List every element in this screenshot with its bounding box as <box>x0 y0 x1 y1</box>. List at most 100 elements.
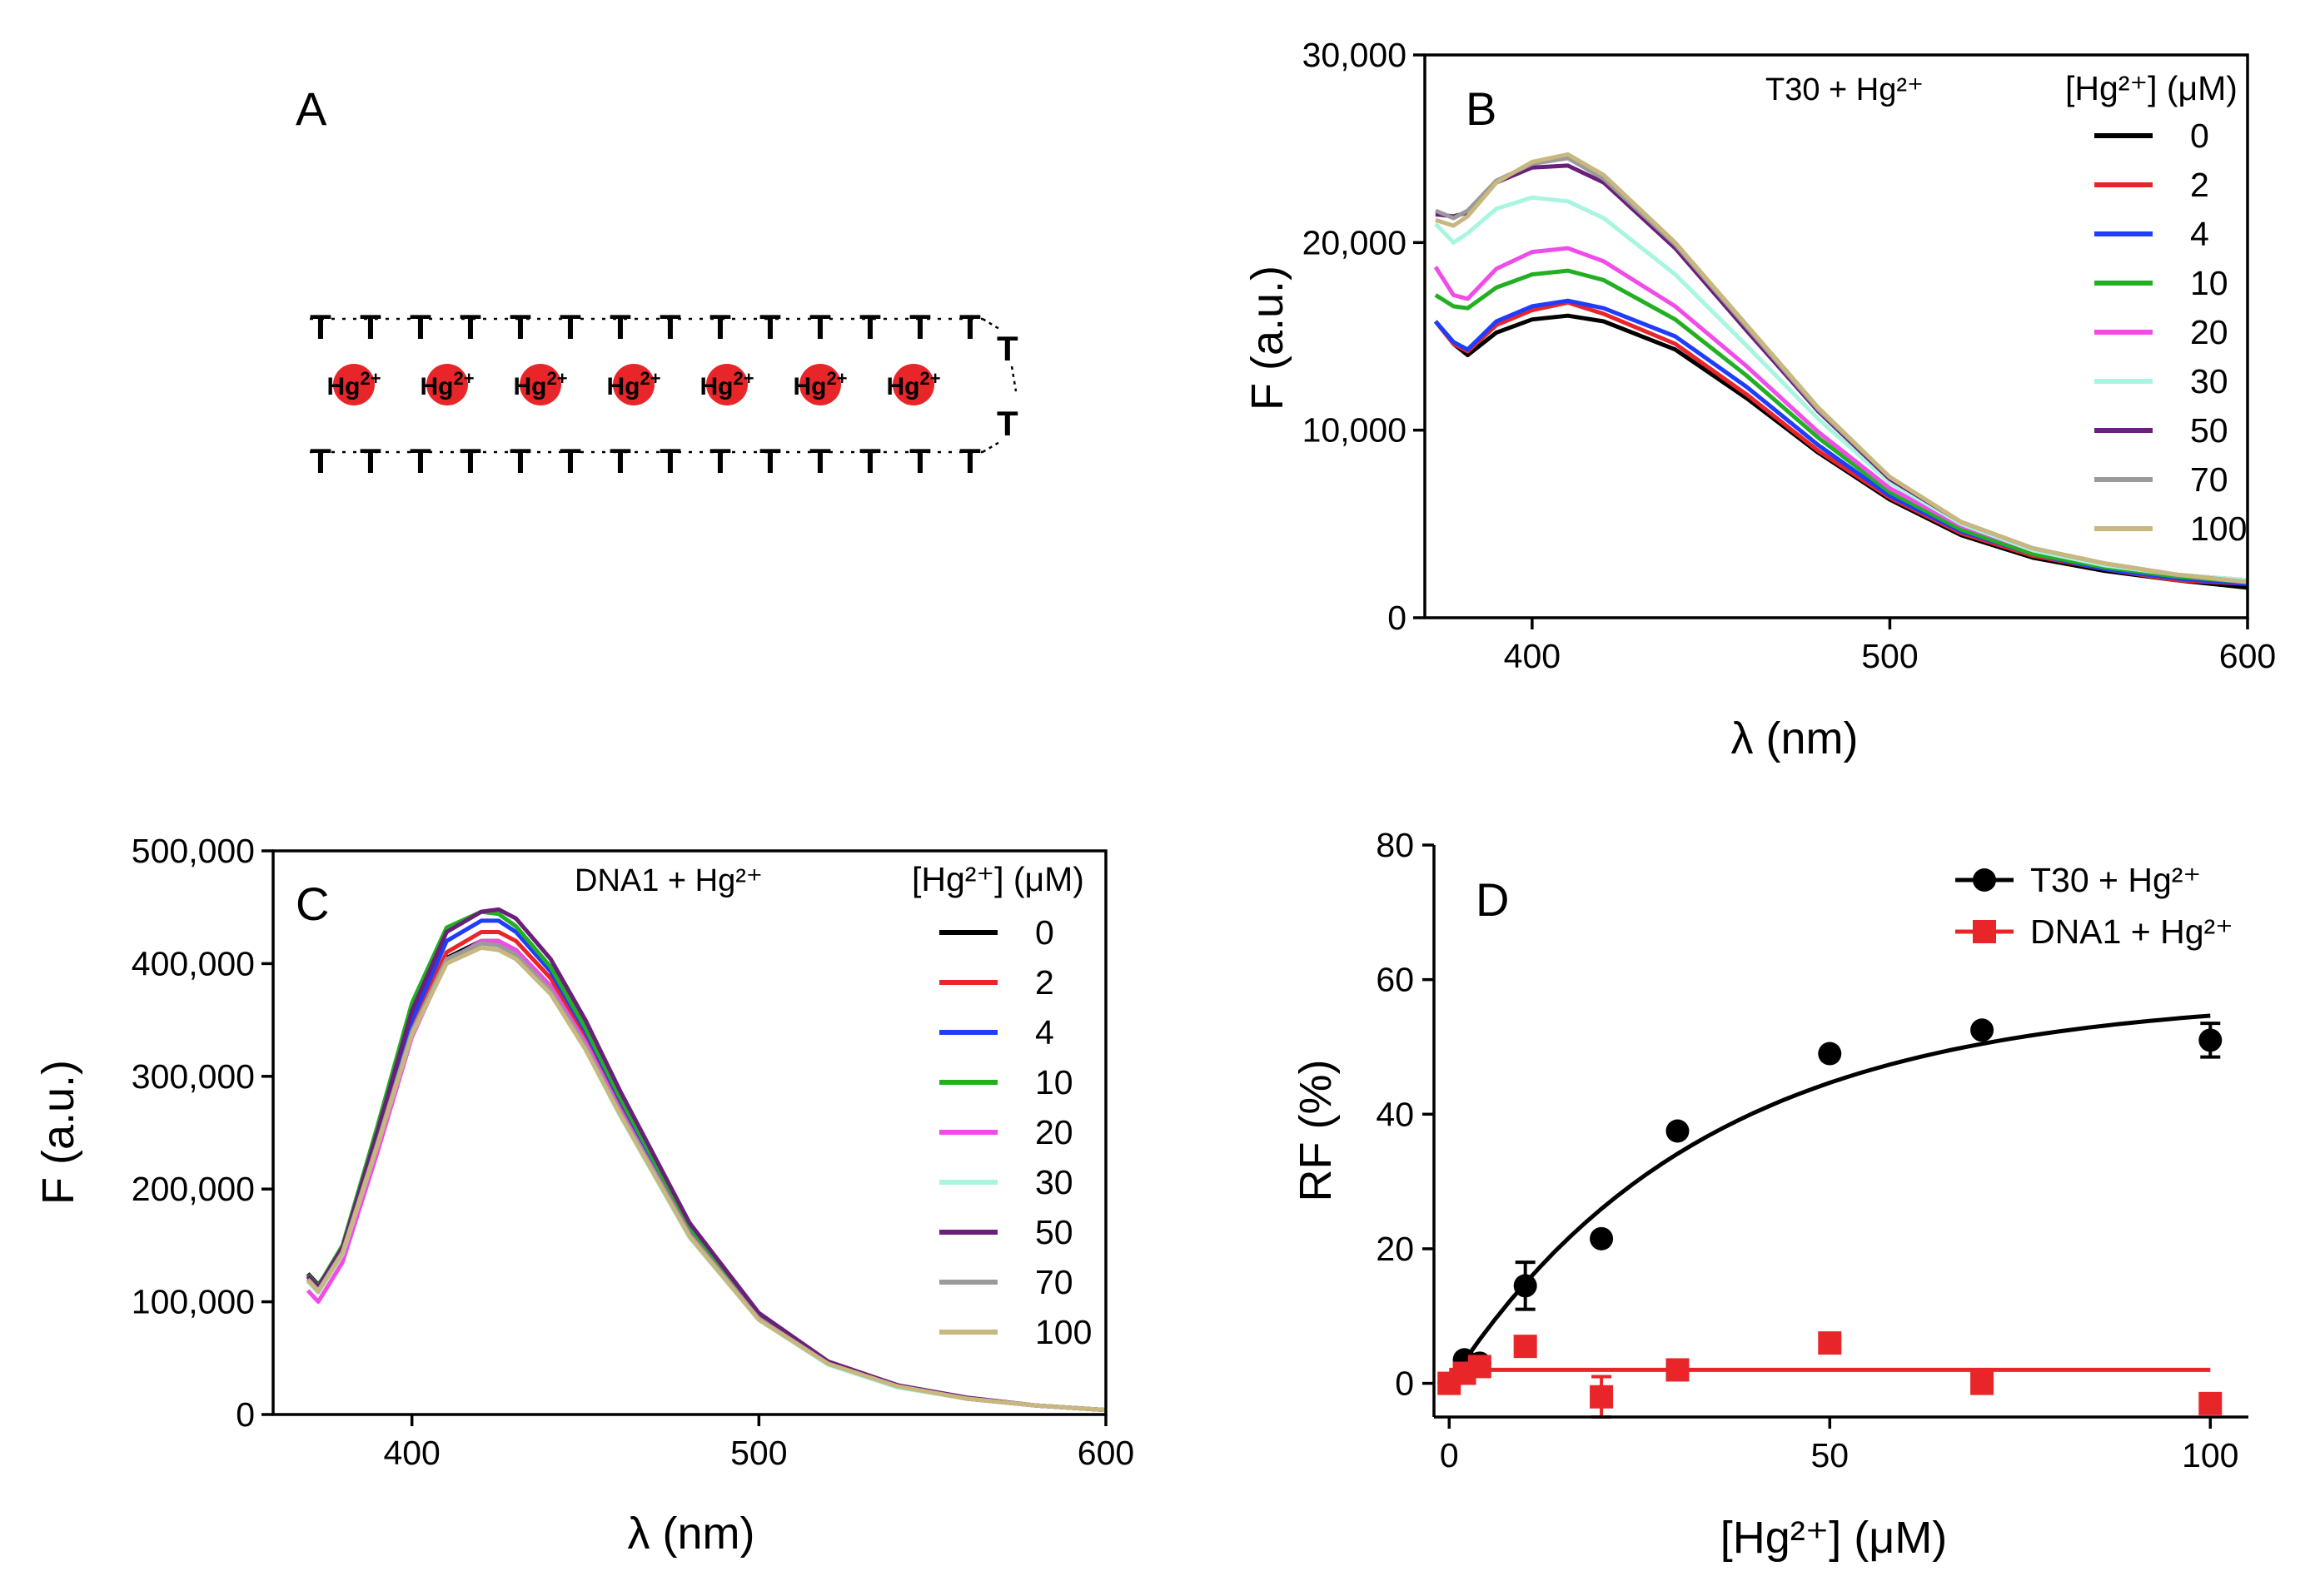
series-line-100 <box>306 945 1107 1413</box>
top-strand-base: T <box>560 307 581 346</box>
panel-c-label: C <box>296 878 329 930</box>
hg-ion-label: Hg2+ <box>420 368 474 400</box>
hg-ion: Hg2+ <box>793 364 848 405</box>
y-tick-label: 20 <box>1376 1230 1414 1268</box>
data-point-dna1 <box>1590 1385 1614 1409</box>
top-strand-base: T <box>310 307 331 346</box>
legend-marker-dna1 <box>1973 920 1996 943</box>
hg-ion-sphere <box>706 364 748 405</box>
x-tick-label: 0 <box>1440 1436 1459 1474</box>
y-tick-label: 500,000 <box>132 832 255 870</box>
top-strand-base: T <box>859 307 881 346</box>
legend-label-0: 0 <box>1035 913 1054 952</box>
hg-ion-label: Hg2+ <box>793 368 847 400</box>
loop-base: T <box>997 404 1018 443</box>
data-point-t30 <box>1665 1119 1690 1143</box>
hg-ion-sphere <box>613 364 655 405</box>
legend-label-10: 10 <box>2190 264 2228 302</box>
panel-c-ylabel: F (a.u.) <box>33 1060 83 1205</box>
x-tick-label: 600 <box>1078 1434 1134 1472</box>
panel-c-annotation: DNA1 + Hg²⁺ <box>575 863 763 898</box>
y-tick-label: 40 <box>1376 1095 1414 1133</box>
series-line-20 <box>306 938 1107 1413</box>
hg-ion-label: Hg2+ <box>513 368 567 400</box>
data-point-dna1 <box>1513 1335 1537 1359</box>
y-tick-label: 300,000 <box>132 1057 255 1096</box>
data-point-dna1 <box>1467 1355 1491 1379</box>
top-strand-base: T <box>959 307 981 346</box>
panel-d-plot-area <box>1437 1013 2223 1419</box>
hg-ion-label: Hg2+ <box>606 368 660 400</box>
y-tick-label: 60 <box>1376 961 1414 999</box>
series-line-30 <box>306 944 1107 1413</box>
legend-label: T30 + Hg²⁺ <box>2030 861 2201 899</box>
panel-b-series-lines <box>1433 152 2248 590</box>
y-tick-label: 0 <box>1387 599 1406 637</box>
series-line-30 <box>1434 195 2248 583</box>
data-point-dna1 <box>1970 1371 1994 1395</box>
hg-ion-sphere <box>426 364 468 405</box>
y-tick-label: 0 <box>1395 1365 1414 1403</box>
panel-c-y-ticks: 0 100,000 200,000 300,000 400,000 500,000 <box>132 832 273 1434</box>
hairpin-loop: T T <box>982 317 1018 454</box>
panel-c-legend-title: [Hg²⁺] (μM) <box>912 860 1084 898</box>
panel-b-legend: [Hg²⁺] (μM) 0 2 4 10 20 30 50 70 100 <box>2065 69 2247 548</box>
hg-ion: Hg2+ <box>699 364 754 405</box>
panel-b-annotation: T30 + Hg²⁺ <box>1765 72 1924 107</box>
legend-label-20: 20 <box>2190 313 2228 351</box>
hg-ion: Hg2+ <box>606 364 661 405</box>
bottom-strand-base: T <box>460 441 481 480</box>
bottom-strand-base: T <box>560 441 581 480</box>
legend-label-4: 4 <box>1035 1013 1054 1052</box>
series-line-100 <box>1435 152 2248 584</box>
bottom-strand-base: T <box>410 441 431 480</box>
bottom-strand-base: T <box>360 441 381 480</box>
panel-b-legend-title: [Hg²⁺] (μM) <box>2065 69 2238 107</box>
hg-ion-row: Hg2+ Hg2+ Hg2+ Hg2+ Hg2+ Hg2+ Hg2+ <box>326 364 941 405</box>
x-tick-label: 400 <box>1504 637 1561 675</box>
data-point-dna1 <box>1818 1331 1842 1355</box>
y-tick-label: 0 <box>236 1395 255 1434</box>
x-tick-label: 500 <box>730 1434 787 1472</box>
data-point-t30 <box>2198 1028 2223 1052</box>
data-point-t30 <box>1513 1274 1537 1298</box>
y-tick-label: 80 <box>1376 826 1414 864</box>
bottom-strand-base: T <box>660 441 681 480</box>
panel-d-axes <box>1432 845 2248 1419</box>
bottom-strand-base: T <box>310 441 331 480</box>
top-strand-base: T <box>610 307 631 346</box>
data-point-t30 <box>1590 1226 1614 1250</box>
panel-c-xlabel: λ (nm) <box>628 1509 755 1559</box>
panel-a-label: A <box>296 82 327 135</box>
bottom-strand-base: T <box>510 441 531 480</box>
panel-b-ylabel: F (a.u.) <box>1242 266 1292 410</box>
y-tick-label: 400,000 <box>132 944 255 982</box>
y-tick-label: 100,000 <box>132 1283 255 1321</box>
legend-marker-t30 <box>1973 868 1996 892</box>
top-strand-base: T <box>660 307 681 346</box>
hg-ion-sphere <box>520 364 561 405</box>
legend-label-2: 2 <box>2190 166 2209 204</box>
x-tick-label: 500 <box>1861 637 1918 675</box>
legend-label: DNA1 + Hg²⁺ <box>2030 912 2233 951</box>
bottom-strand-base: T <box>610 441 631 480</box>
x-tick-label: 400 <box>383 1434 440 1472</box>
hg-ion: Hg2+ <box>886 364 941 405</box>
panel-c-dna1-spectra: 400 500 600 0100,000200,000300,000400,0005… <box>33 832 1134 1559</box>
data-point-dna1 <box>2198 1391 2223 1415</box>
top-strand-base: T <box>909 307 931 346</box>
bottom-strand-base: T <box>809 441 831 480</box>
bottom-strand-base: T <box>859 441 881 480</box>
bottom-strand-base: T <box>909 441 931 480</box>
hg-ion-sphere <box>893 364 934 405</box>
top-strand-base: T <box>460 307 481 346</box>
legend-label-20: 20 <box>1035 1113 1073 1151</box>
panel-d-ylabel: RF (%) <box>1291 1060 1341 1202</box>
top-strand-base: T <box>759 307 781 346</box>
legend-label-100: 100 <box>1035 1313 1092 1351</box>
panel-d-relative-fluorescence: 0 50 100 0 20 40 60 80 D [Hg²⁺] (μM) RF (%) T3… <box>1291 826 2248 1563</box>
x-tick-label: 100 <box>2182 1436 2238 1474</box>
